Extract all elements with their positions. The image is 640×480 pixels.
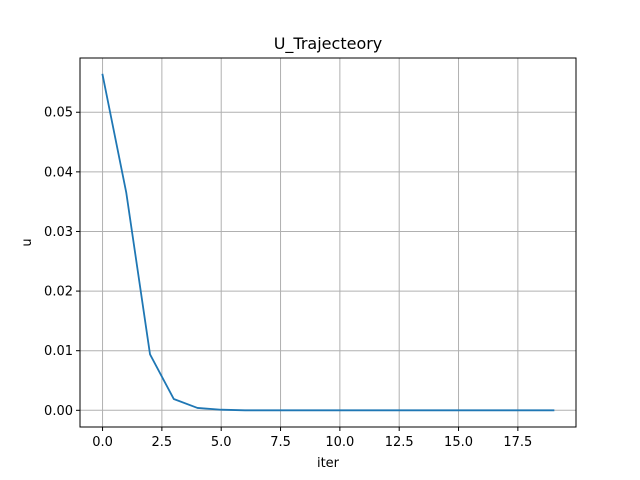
x-tick-label: 10.0 (325, 435, 354, 450)
x-tick-label: 2.5 (152, 435, 173, 450)
y-tick-label: 0.02 (44, 285, 73, 300)
y-tick-label: 0.03 (44, 225, 73, 240)
x-tick-label: 7.5 (270, 435, 291, 450)
plot-area-background (80, 58, 576, 427)
y-axis-label: u (20, 238, 35, 246)
x-tick-label: 12.5 (385, 435, 414, 450)
plot-area-frame (79, 57, 577, 428)
x-axis-label: iter (317, 456, 340, 471)
y-tick-label: 0.00 (44, 404, 73, 419)
y-tick-label: 0.05 (44, 106, 73, 121)
x-tick-label: 0.0 (92, 435, 113, 450)
y-tick-label: 0.01 (44, 344, 73, 359)
x-tick-label: 17.5 (503, 435, 532, 450)
chart-title: U_Trajecteory (274, 34, 383, 54)
series-line (101, 73, 555, 412)
x-tick-label: 5.0 (211, 435, 232, 450)
grid-lines (80, 58, 576, 427)
axis-ticks: 0.0 2.5 5.0 7.5 10.0 12.5 15.0 17.5 0.00 0.01 0.02… (44, 106, 532, 450)
series-lines (101, 73, 555, 412)
x-tick-label: 15.0 (444, 435, 473, 450)
y-tick-label: 0.04 (44, 165, 73, 180)
